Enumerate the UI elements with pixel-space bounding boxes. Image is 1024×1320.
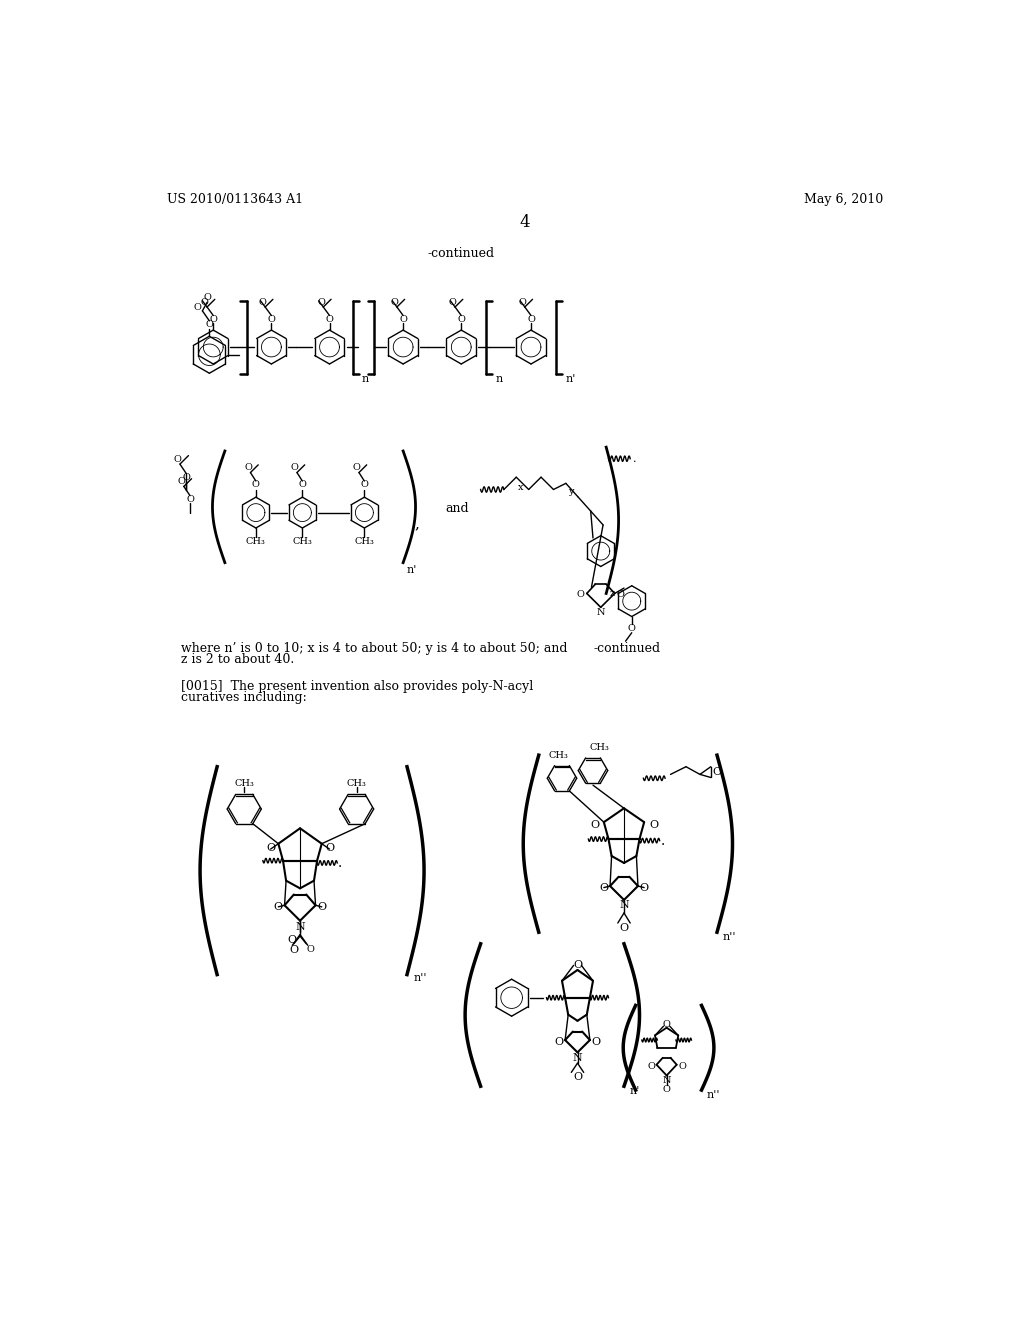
Text: CH₃: CH₃ [234,779,254,788]
Text: n: n [496,374,503,384]
Text: O: O [266,842,275,853]
Text: O: O [317,298,325,306]
Text: .: . [660,834,665,847]
Text: n': n' [407,565,418,576]
Text: O: O [317,902,327,912]
Text: O: O [399,315,408,323]
Text: n'': n'' [722,932,736,942]
Text: O: O [577,590,585,599]
Text: ,: , [415,517,420,531]
Text: .: . [338,855,342,870]
Text: O: O [298,480,306,490]
Text: O: O [177,478,185,486]
Text: CH₃: CH₃ [246,537,266,546]
Text: O: O [186,495,194,504]
Text: O: O [628,624,636,634]
Text: O: O [287,935,296,945]
Text: O: O [290,945,298,954]
Text: CH₃: CH₃ [548,751,568,759]
Text: CH₃: CH₃ [354,537,375,546]
Text: N: N [663,1076,671,1085]
Text: O: O [174,455,181,463]
Text: O: O [206,321,213,329]
Text: O: O [325,842,334,853]
Text: O: O [259,298,267,306]
Text: O: O [554,1036,563,1047]
Text: x: x [518,483,523,492]
Text: O: O [326,315,334,323]
Text: n'': n'' [707,1090,721,1100]
Text: O: O [527,315,535,323]
Text: O: O [252,480,260,490]
Text: N: N [620,900,629,911]
Text: O: O [203,293,211,302]
Text: N: N [572,1053,583,1063]
Text: O: O [599,883,608,892]
Text: n'': n'' [414,973,427,983]
Text: O: O [291,463,299,473]
Text: O: O [307,945,314,954]
Text: O: O [573,1072,582,1082]
Text: O: O [267,315,275,323]
Text: O: O [592,1036,601,1047]
Text: O: O [620,923,629,933]
Text: US 2010/0113643 A1: US 2010/0113643 A1 [167,193,303,206]
Text: O: O [590,820,599,830]
Text: O: O [194,304,202,313]
Text: O: O [713,767,722,777]
Text: curatives including:: curatives including: [180,692,306,705]
Text: CH₃: CH₃ [293,537,312,546]
Text: O: O [640,883,649,892]
Text: O: O [201,298,209,306]
Text: O: O [209,315,217,323]
Text: where n’ is 0 to 10; x is 4 to about 50; y is 4 to about 50; and: where n’ is 0 to 10; x is 4 to about 50;… [180,642,567,655]
Text: O: O [573,961,582,970]
Text: O: O [449,298,457,306]
Text: N: N [597,609,605,618]
Text: O: O [617,590,625,599]
Text: CH₃: CH₃ [347,779,367,788]
Text: May 6, 2010: May 6, 2010 [804,193,883,206]
Text: O: O [663,1085,671,1094]
Text: y: y [567,487,573,495]
Text: O: O [518,298,526,306]
Text: N: N [295,921,305,932]
Text: CH₃: CH₃ [589,743,609,752]
Text: O: O [647,1061,655,1071]
Text: O: O [678,1061,686,1071]
Text: n': n' [565,374,575,384]
Text: n: n [362,374,370,384]
Text: n': n' [630,1086,640,1096]
Text: -continued: -continued [428,247,495,260]
Text: [0015]  The present invention also provides poly-N-acyl: [0015] The present invention also provid… [180,681,532,693]
Text: O: O [352,463,360,473]
Text: and: and [445,502,469,515]
Text: O: O [458,315,465,323]
Text: O: O [649,820,658,830]
Text: O: O [663,1020,671,1030]
Text: O: O [360,480,369,490]
Text: 4: 4 [519,214,530,231]
Text: O: O [273,902,283,912]
Text: z: z [610,589,615,598]
Text: z is 2 to about 40.: z is 2 to about 40. [180,653,294,665]
Text: .: . [633,454,636,463]
Text: O: O [391,298,398,306]
Text: O: O [244,463,252,473]
Text: O: O [182,473,190,482]
Text: -continued: -continued [593,642,660,655]
